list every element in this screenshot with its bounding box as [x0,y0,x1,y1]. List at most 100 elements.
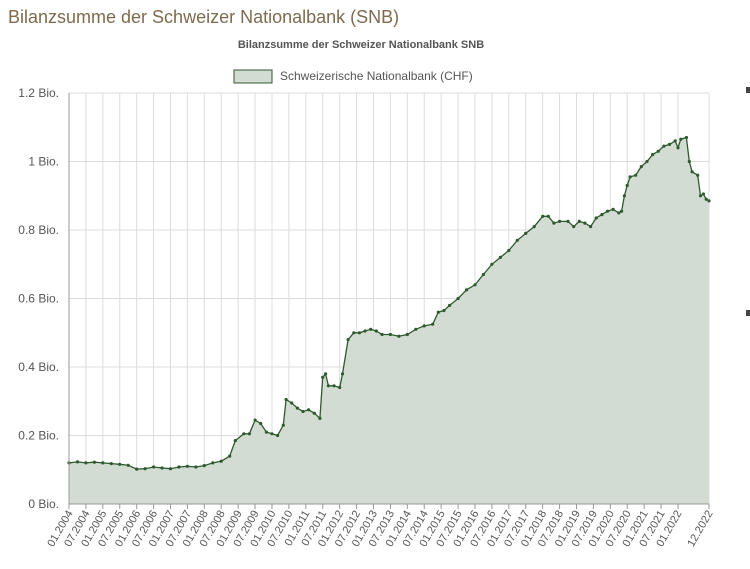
data-point [321,375,325,379]
data-point [259,421,263,426]
data-point [566,219,570,223]
data-point [524,231,528,235]
data-point [656,149,660,153]
data-point [546,214,550,218]
data-point [340,372,345,376]
data-point [572,225,576,229]
data-point [380,332,384,337]
data-point [611,207,615,211]
legend-swatch [233,69,273,84]
data-point [600,213,604,217]
data-point [628,175,632,179]
data-point [698,194,703,198]
data-point [431,322,435,326]
chart-title: Bilanzsumme der Schweizer Nationalbank S… [238,39,484,51]
data-point [281,423,285,427]
data-point [75,460,80,464]
y-tick-label: 0.2 Bio. [18,429,59,443]
data-point [276,433,280,438]
data-point [456,296,460,301]
data-point [312,411,316,415]
data-point [532,225,536,229]
data-point [185,464,189,468]
data-point [481,272,485,277]
y-tick-label: 0.8 Bio. [18,223,59,237]
data-point [589,225,593,229]
data-point [202,464,206,468]
data-point [118,462,122,466]
data-point [673,139,677,143]
data-point [617,211,621,215]
data-point [473,283,477,287]
data-point [541,214,545,218]
data-point [577,219,581,223]
y-tick-label: 0.6 Bio. [18,292,59,306]
legend-label: Schweizerische Nationalbank (CHF) [280,69,473,83]
data-point [168,467,173,471]
data-point [620,209,624,213]
data-point [194,465,198,469]
data-point [295,406,299,410]
data-point [109,462,113,466]
data-point [442,308,446,313]
data-point [211,461,215,465]
y-tick-label: 1.2 Bio. [18,86,59,100]
data-point [645,159,649,164]
data-point [369,327,373,331]
page-heading: Bilanzsumme der Schweizer Nationalbank (… [8,7,400,27]
edge-mark [746,310,750,316]
data-point [583,221,587,225]
data-point [684,135,689,140]
data-point [135,467,139,471]
data-point [363,329,367,333]
data-point [301,409,305,414]
data-point [152,465,156,469]
data-point [707,199,711,203]
data-point [228,454,232,458]
data-point [233,439,237,443]
data-point [594,216,598,220]
data-point [405,332,409,337]
data-point [284,397,288,402]
data-point [92,460,96,464]
data-point [436,310,440,314]
data-point [625,183,629,188]
data-point [324,372,328,376]
data-point [490,262,494,266]
data-point [687,159,691,164]
data-point [676,146,680,150]
data-point [651,153,655,157]
data-point [507,248,511,253]
data-point [662,144,666,148]
data-point [270,432,274,436]
data-point [177,465,181,469]
data-point [374,329,378,333]
data-point [160,466,164,470]
data-point [84,461,88,465]
data-point [388,332,392,337]
data-point [326,384,330,388]
data-point [558,219,562,223]
data-point [498,255,502,259]
data-point [639,165,643,169]
data-point [242,432,246,436]
data-point [338,385,342,390]
data-point [247,432,251,436]
x-tick-label: 12.2022 [685,509,715,549]
data-point [704,197,708,201]
data-point [448,303,452,307]
data-point [696,173,700,177]
legend[interactable]: Schweizerische Nationalbank (CHF) [233,69,473,84]
data-point [414,327,418,331]
series-area [69,137,709,504]
data-point [101,461,105,465]
data-point [422,324,426,328]
data-point [318,416,322,420]
data-point [701,192,706,196]
edge-mark [746,87,750,93]
data-point [690,170,694,174]
data-point [357,331,361,335]
data-point [667,142,672,146]
data-point [622,194,627,198]
